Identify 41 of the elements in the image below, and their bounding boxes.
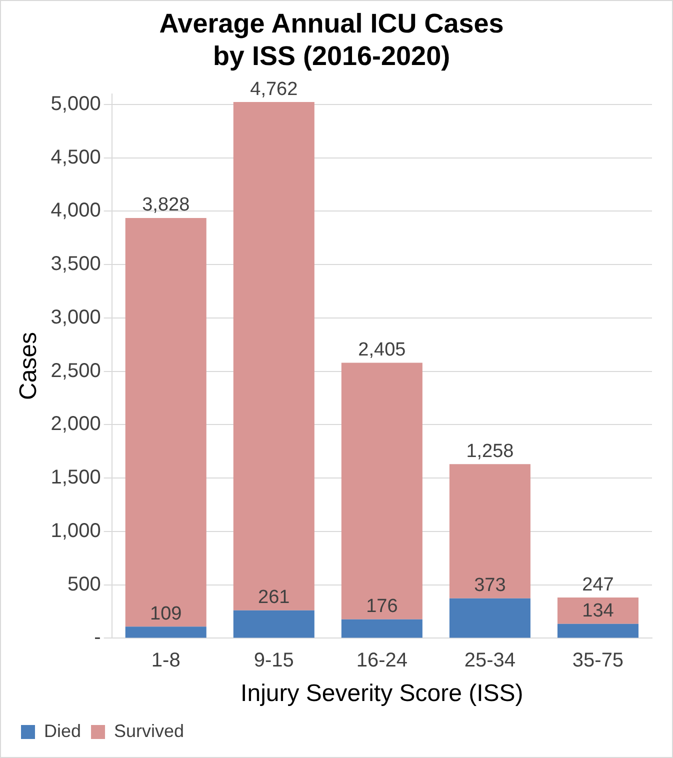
chart-title: Average Annual ICU Cases by ISS (2016-2020) bbox=[159, 8, 504, 72]
bar bbox=[233, 610, 314, 638]
x-tick-label: 9-15 bbox=[254, 650, 294, 672]
data-label: 1,258 bbox=[466, 440, 514, 462]
x-tick-label: 35-75 bbox=[572, 650, 624, 672]
y-tick-label: 4,500 bbox=[50, 146, 101, 168]
data-label: 109 bbox=[150, 603, 182, 624]
bar bbox=[557, 624, 638, 638]
bar bbox=[125, 626, 206, 638]
bar bbox=[233, 102, 314, 610]
data-label: 261 bbox=[258, 587, 290, 608]
x-tick-label: 16-24 bbox=[356, 650, 408, 672]
bar bbox=[341, 619, 422, 638]
x-tick-label: 1-8 bbox=[151, 650, 180, 672]
data-label: 247 bbox=[582, 574, 614, 596]
y-tick-label: 1,500 bbox=[50, 466, 101, 489]
data-label: 176 bbox=[366, 596, 398, 618]
x-axis-title: Injury Severity Score (ISS) bbox=[240, 680, 524, 708]
legend-label: Died bbox=[44, 720, 82, 741]
y-tick-label: - bbox=[94, 626, 101, 649]
bar bbox=[341, 362, 422, 620]
legend-label: Survived bbox=[114, 720, 184, 741]
data-label: 2,405 bbox=[358, 339, 406, 360]
y-axis-title: Cases bbox=[15, 332, 42, 400]
data-label: 373 bbox=[474, 575, 506, 596]
y-tick-label: 3,000 bbox=[50, 306, 101, 328]
y-tick-label: 1,000 bbox=[50, 520, 101, 542]
bar bbox=[557, 598, 638, 624]
y-tick-label: 4,000 bbox=[50, 200, 101, 222]
y-tick-label: 3,500 bbox=[50, 253, 101, 276]
y-tick-label: 2,500 bbox=[50, 360, 101, 382]
data-label: 4,762 bbox=[250, 78, 298, 100]
data-label: 134 bbox=[582, 600, 614, 622]
data-label: 3,828 bbox=[142, 194, 190, 216]
bar bbox=[125, 218, 206, 627]
y-tick-label: 2,000 bbox=[50, 413, 101, 436]
y-tick-label: 5,000 bbox=[50, 92, 101, 115]
bar bbox=[449, 464, 530, 598]
y-tick-label: 500 bbox=[67, 573, 101, 596]
bar bbox=[449, 598, 530, 638]
x-tick-label: 25-34 bbox=[464, 650, 516, 672]
